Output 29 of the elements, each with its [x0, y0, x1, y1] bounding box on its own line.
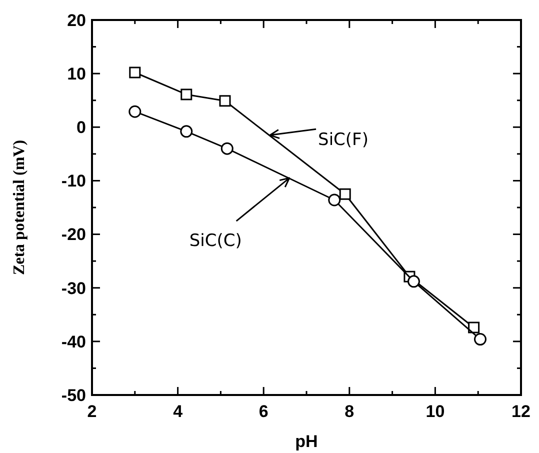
y-tick-label: -40: [61, 332, 86, 352]
x-axis-title: pH: [295, 432, 318, 451]
y-tick-label: -50: [61, 386, 86, 405]
x-tick-label: 6: [258, 402, 268, 421]
point: [220, 142, 234, 155]
y-tick-label: -20: [61, 225, 86, 244]
y-tick-label: -30: [61, 278, 86, 298]
y-tick-label: 0: [76, 118, 86, 138]
point: [468, 322, 480, 334]
x-tick-label: 12: [512, 402, 530, 421]
point: [328, 194, 341, 206]
y-tick-label: -10: [61, 172, 86, 191]
y-tick-label: 10: [67, 64, 86, 84]
point: [180, 125, 193, 138]
x-tick-label: 8: [344, 402, 354, 421]
point: [180, 88, 192, 100]
annotation: SiC(F): [318, 130, 368, 150]
x-tick-label: 4: [173, 402, 184, 421]
annotation: SiC(C): [189, 230, 242, 251]
x-tick-label: 2: [87, 402, 97, 421]
point: [474, 333, 486, 346]
x-tick-label: 10: [426, 402, 445, 421]
y-axis-title: Zeta potential (mV): [11, 140, 28, 276]
y-tick-label: 20: [67, 10, 86, 30]
point: [339, 188, 351, 200]
point: [408, 275, 420, 288]
point: [128, 105, 142, 118]
point: [219, 95, 231, 107]
point: [129, 66, 141, 78]
